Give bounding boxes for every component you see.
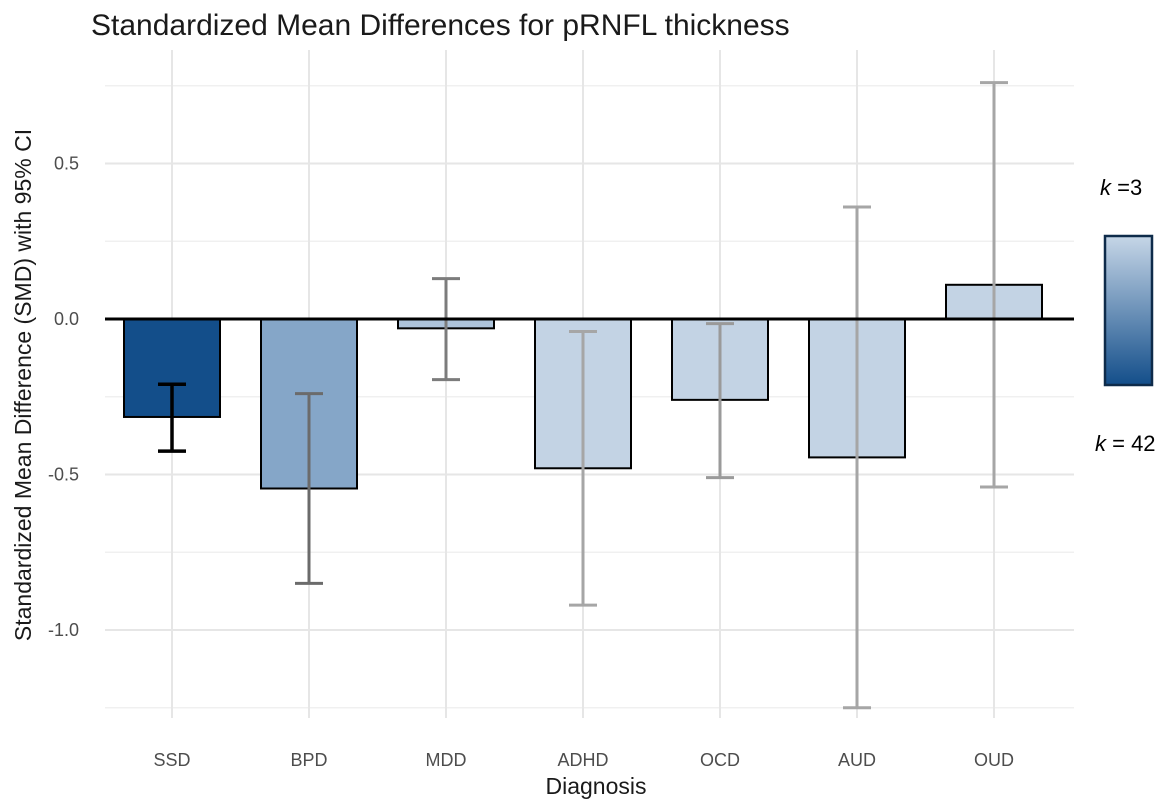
x-tick-label: OUD — [974, 750, 1014, 770]
error-bar-bpd — [295, 392, 323, 585]
x-tick-label: BPD — [290, 750, 327, 770]
error-bar-ocd — [706, 322, 734, 480]
legend-bottom-value: = 42 — [1106, 431, 1156, 456]
x-tick-label: SSD — [153, 750, 190, 770]
y-tick-label: 0.5 — [54, 154, 79, 174]
error-bar-adhd — [569, 329, 597, 607]
legend-top-k: k — [1100, 175, 1112, 200]
y-tick-label: -0.5 — [48, 465, 79, 485]
error-bar-aud — [843, 205, 871, 710]
y-tick-label: -1.0 — [48, 620, 79, 640]
error-bar-oud — [980, 81, 1008, 489]
legend-bottom-k: k — [1095, 431, 1107, 456]
legend: k =3 k = 42 — [1095, 175, 1156, 456]
x-tick-label: ADHD — [557, 750, 608, 770]
x-axis-title: Diagnosis — [546, 773, 647, 799]
error-bar-ssd — [158, 382, 186, 453]
x-tick-label: MDD — [426, 750, 467, 770]
y-axis-title: Standardized Mean Difference (SMD) with … — [10, 129, 36, 641]
x-tick-label: OCD — [700, 750, 740, 770]
error-bar-mdd — [432, 277, 460, 382]
legend-top-value: =3 — [1111, 175, 1142, 200]
legend-top-label: k =3 — [1100, 175, 1142, 200]
error-bars — [158, 81, 1008, 710]
y-tick-labels: 0.5 0.0 -0.5 -1.0 — [48, 154, 79, 641]
legend-color-bar — [1103, 234, 1154, 387]
x-tick-label: AUD — [838, 750, 876, 770]
legend-bottom-label: k = 42 — [1095, 431, 1156, 456]
chart-title: Standardized Mean Differences for pRNFL … — [91, 9, 790, 42]
y-tick-label: 0.0 — [54, 309, 79, 329]
x-tick-labels: SSD BPD MDD ADHD OCD AUD OUD — [153, 750, 1014, 770]
